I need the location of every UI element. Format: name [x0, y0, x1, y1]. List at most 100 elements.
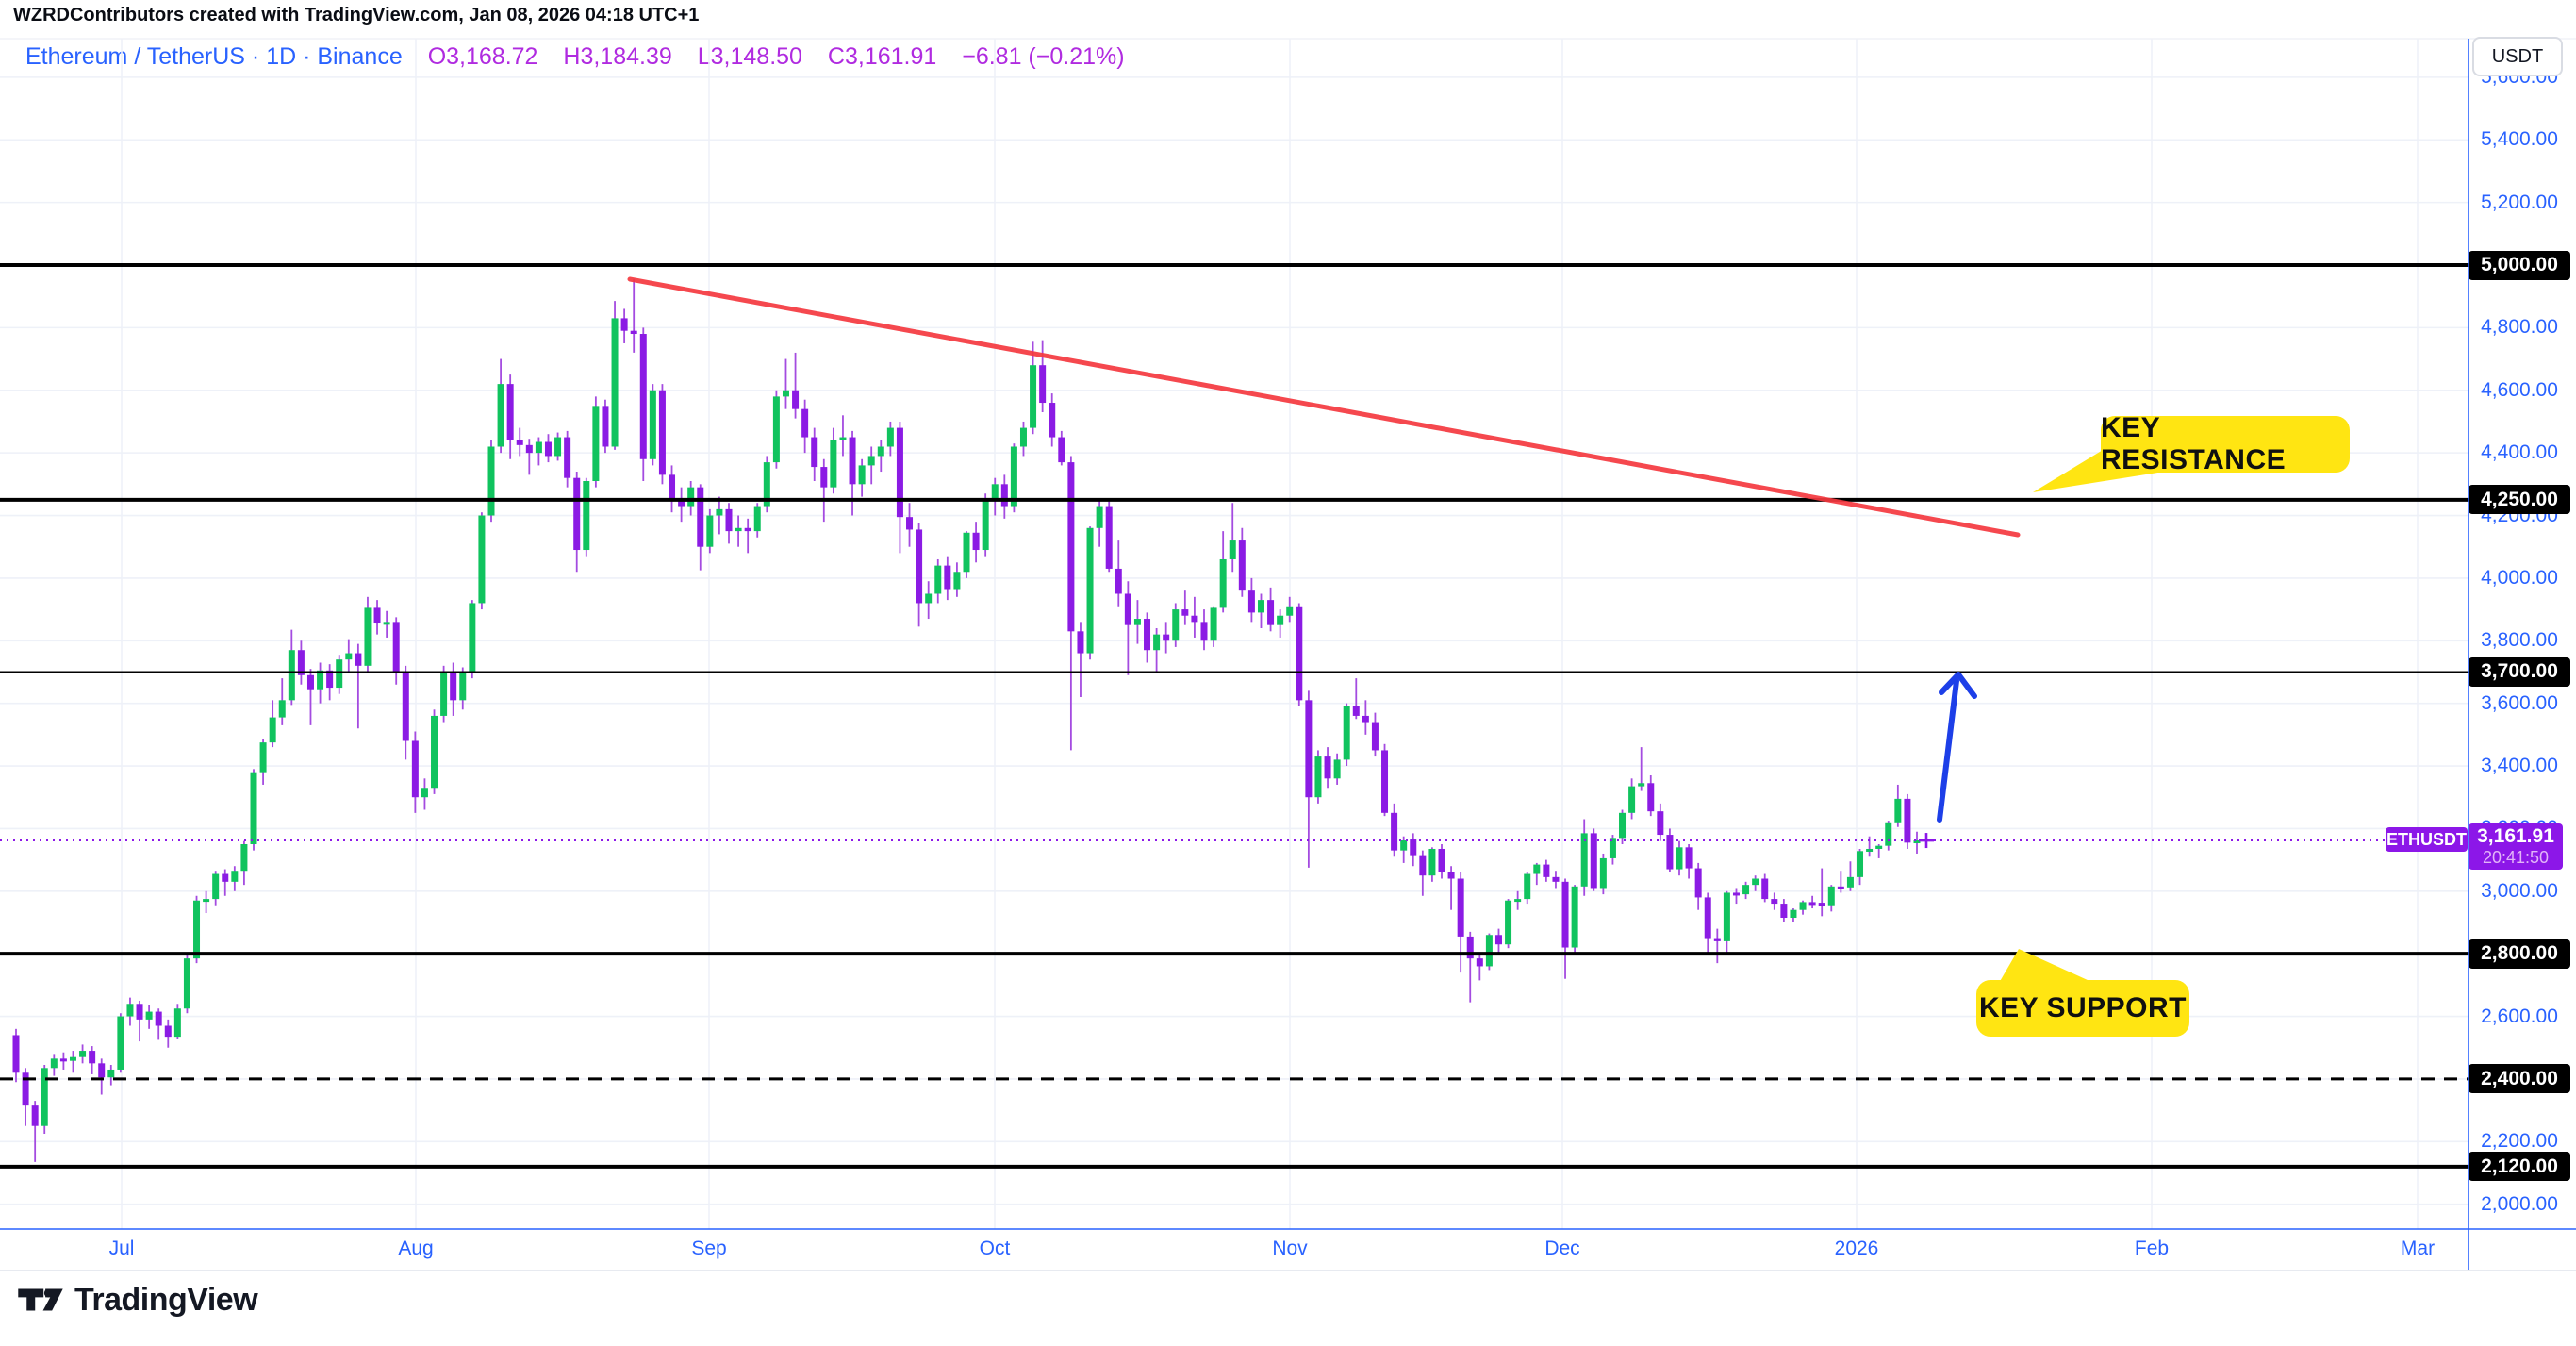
current-price-badge: 3,161.91 20:41:50 [2469, 823, 2563, 870]
candle-down [1191, 615, 1198, 623]
candle-down [1200, 622, 1208, 641]
candle-up [193, 900, 201, 959]
time-tick-label: Mar [2400, 1238, 2436, 1259]
candle-up [1790, 909, 1797, 919]
candle-up [383, 622, 390, 625]
symbol-legend[interactable]: Ethereum / TetherUS · 1D · Binance O3,16… [25, 43, 1125, 71]
candle-down [1391, 812, 1398, 851]
candle-up [459, 672, 467, 701]
candle-up [1428, 848, 1436, 876]
candle-down [1324, 756, 1331, 779]
candle-down [1837, 886, 1844, 889]
candle-down [849, 437, 856, 485]
candle-up [487, 446, 495, 516]
candle-down [792, 390, 800, 409]
candle-down [155, 1011, 162, 1026]
candle-down [297, 650, 305, 675]
tradingview-logo-icon [18, 1288, 63, 1311]
time-tick-label: Aug [398, 1238, 434, 1259]
price-tick-label: 2,600.00 [2481, 1005, 2558, 1027]
candle-up [1086, 527, 1094, 654]
candle-down [506, 384, 514, 440]
candle-down [1780, 904, 1788, 919]
price-tick-label: 4,000.00 [2481, 566, 2558, 589]
ohlc-high: H3,184.39 [563, 43, 672, 70]
projection-arrowhead[interactable] [1939, 672, 1977, 699]
candle-down [1561, 881, 1569, 948]
projection-arrow[interactable] [1937, 678, 1959, 823]
candle-up [173, 1008, 181, 1038]
candle-up [79, 1051, 87, 1057]
price-tick-label: 2,200.00 [2481, 1130, 2558, 1153]
candle-up [1723, 892, 1730, 941]
candle-up [107, 1069, 115, 1078]
candle-up [336, 659, 343, 689]
tradingview-logo[interactable]: TradingView [17, 1281, 258, 1319]
candle-up [250, 772, 257, 845]
candle-up [1485, 935, 1493, 967]
key-support-callout[interactable]: KEY SUPPORT [1976, 980, 2189, 1037]
candle-down [306, 674, 314, 690]
candle-down [355, 653, 362, 666]
candle-up [1343, 706, 1350, 760]
candle-up [1172, 609, 1180, 641]
price-tick-label: 4,800.00 [2481, 316, 2558, 339]
candle-up [1019, 427, 1027, 447]
candle-up [1533, 864, 1541, 874]
candle-up [497, 384, 504, 447]
candle-down [801, 408, 809, 438]
candle-down [1058, 437, 1065, 463]
support-tail[interactable] [1995, 949, 2108, 989]
candle-down [896, 427, 903, 518]
candle-down [1713, 938, 1721, 941]
candle-up [478, 515, 486, 604]
candle-up [1857, 851, 1864, 877]
candle-down [1808, 902, 1816, 906]
candle-down [658, 390, 666, 475]
candle-up [830, 440, 837, 488]
candle-up [1580, 833, 1588, 887]
candle-up [212, 873, 220, 900]
candle-up [431, 715, 438, 789]
symbol-price-label: ETHUSDT [2386, 827, 2468, 852]
candle-up [687, 487, 695, 507]
symbol-title[interactable]: Ethereum / TetherUS · 1D · Binance [25, 43, 403, 70]
candle-up [1571, 886, 1578, 948]
candle-up [1210, 607, 1217, 641]
candle-up [925, 593, 933, 604]
candle-down [697, 487, 704, 547]
candle-up [278, 700, 286, 718]
candle-up [886, 427, 894, 447]
candle-down [1457, 878, 1464, 937]
currency-toggle-button[interactable]: USDT [2472, 37, 2563, 76]
candle-down [12, 1035, 20, 1073]
candle-up [203, 899, 210, 903]
candle-down [811, 437, 818, 468]
candle-down [1067, 462, 1075, 632]
candle-down [1163, 634, 1170, 641]
candle-up [1799, 902, 1807, 910]
price-tick-label: 3,000.00 [2481, 879, 2558, 902]
candle-up [763, 462, 770, 507]
key-resistance-callout[interactable]: KEY RESISTANCE [2101, 412, 2350, 475]
candle-up [583, 481, 590, 551]
candle-down [630, 330, 637, 335]
candle-up [1229, 540, 1236, 559]
candle-up [1030, 365, 1037, 428]
price-tick-label: 2,000.00 [2481, 1192, 2558, 1215]
candle-down [1685, 847, 1693, 869]
candle-up [592, 406, 600, 482]
time-tick-label: 2026 [1834, 1238, 1879, 1259]
candle-down [1305, 700, 1313, 798]
candle-down [1039, 365, 1047, 404]
candle-up [1153, 634, 1161, 651]
current-price-value: 3,161.91 [2477, 825, 2554, 847]
trendline[interactable] [627, 276, 2021, 538]
price-change: −6.81 (−0.21%) [962, 43, 1125, 70]
candle-down [1419, 855, 1427, 876]
candle-up [231, 871, 239, 882]
candle-up [1752, 878, 1759, 886]
candle-down [639, 334, 647, 459]
candle-down [1077, 631, 1084, 654]
